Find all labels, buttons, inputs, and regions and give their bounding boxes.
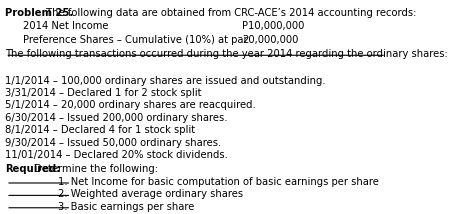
Text: 3. Basic earnings per share: 3. Basic earnings per share — [58, 202, 194, 212]
Text: 2. Weighted average ordinary shares: 2. Weighted average ordinary shares — [58, 189, 243, 199]
Text: Required:: Required: — [5, 165, 60, 174]
Text: 11/01/2014 – Declared 20% stock dividends.: 11/01/2014 – Declared 20% stock dividend… — [5, 150, 228, 160]
Text: The following transactions occurred during the year 2014 regarding the ordinary : The following transactions occurred duri… — [5, 49, 448, 59]
Text: The following data are obtained from CRC-ACE’s 2014 accounting records:: The following data are obtained from CRC… — [43, 8, 417, 18]
Text: Problem 25.: Problem 25. — [5, 8, 74, 18]
Text: P10,000,000: P10,000,000 — [242, 21, 305, 31]
Text: 9/30/2014 – Issued 50,000 ordinary shares.: 9/30/2014 – Issued 50,000 ordinary share… — [5, 138, 221, 148]
Text: Determine the following:: Determine the following: — [31, 165, 158, 174]
Text: 1/1/2014 – 100,000 ordinary shares are issued and outstanding.: 1/1/2014 – 100,000 ordinary shares are i… — [5, 76, 326, 86]
Text: 5/1/2014 – 20,000 ordinary shares are reacquired.: 5/1/2014 – 20,000 ordinary shares are re… — [5, 101, 256, 110]
Text: 8/1/2014 – Declared 4 for 1 stock split: 8/1/2014 – Declared 4 for 1 stock split — [5, 125, 195, 135]
Text: 3/31/2014 – Declared 1 for 2 stock split: 3/31/2014 – Declared 1 for 2 stock split — [5, 88, 202, 98]
Text: Preference Shares – Cumulative (10%) at par: Preference Shares – Cumulative (10%) at … — [23, 35, 247, 45]
Text: 20,000,000: 20,000,000 — [242, 35, 299, 45]
Text: 1. Net Income for basic computation of basic earnings per share: 1. Net Income for basic computation of b… — [58, 177, 379, 187]
Text: 2014 Net Income: 2014 Net Income — [23, 21, 108, 31]
Text: 6/30/2014 – Issued 200,000 ordinary shares.: 6/30/2014 – Issued 200,000 ordinary shar… — [5, 113, 228, 123]
